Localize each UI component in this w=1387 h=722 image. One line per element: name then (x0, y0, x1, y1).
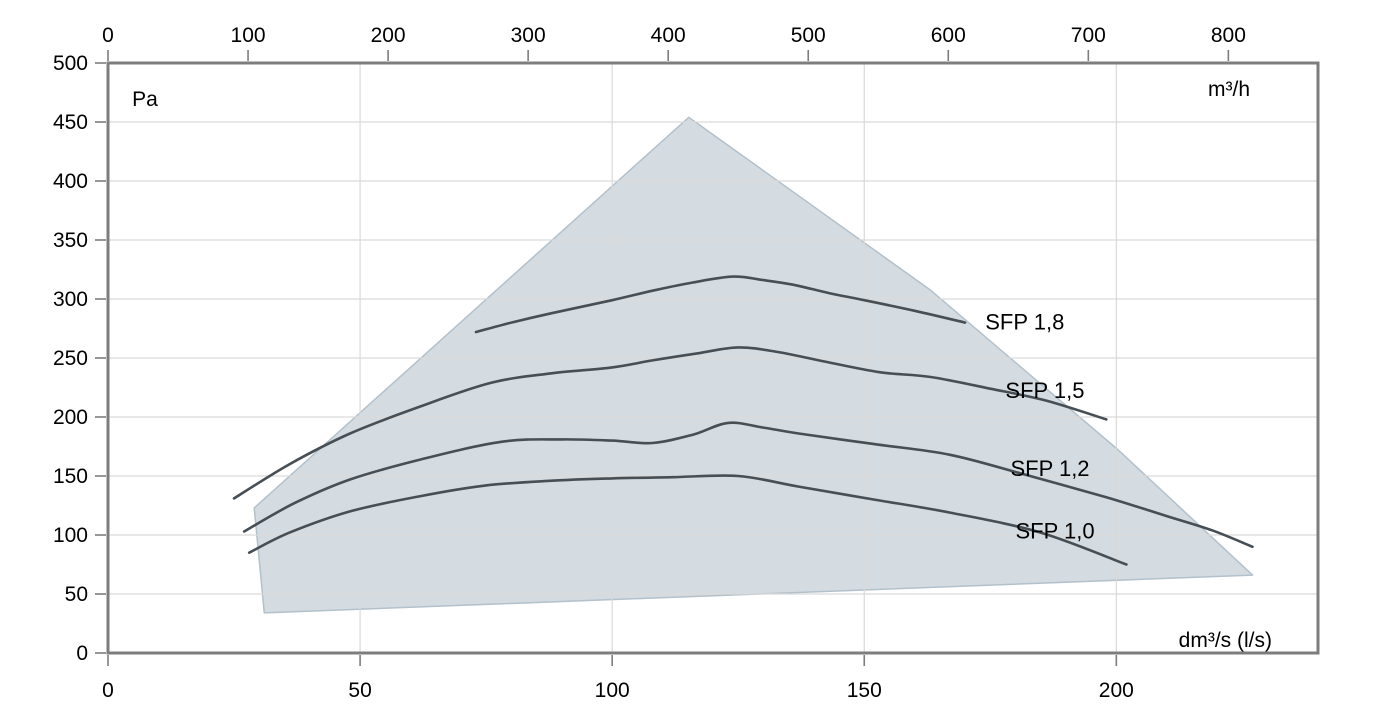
bottom-axis-tick-label-200: 200 (1099, 679, 1134, 702)
bottom-axis-tick-label-50: 50 (348, 679, 371, 702)
y-axis-tick-label-100: 100 (53, 524, 88, 547)
bottom-axis-unit-label: dm³/s (l/s) (1179, 629, 1272, 652)
top-axis-tick-label-400: 400 (651, 24, 686, 47)
operating-envelope (253, 116, 1254, 614)
top-axis-tick-label-100: 100 (231, 24, 266, 47)
curve-label-sfp-1-5: SFP 1,5 (1005, 378, 1084, 403)
bottom-axis-tick-label-100: 100 (595, 679, 630, 702)
top-axis-tick-label-700: 700 (1071, 24, 1106, 47)
y-axis-tick-label-300: 300 (53, 288, 88, 311)
curve-sfp-1-2 (242, 421, 1254, 549)
y-axis-tick-label-400: 400 (53, 170, 88, 193)
curve-sfp-1-5 (232, 346, 1108, 500)
curve-label-sfp-1-2: SFP 1,2 (1010, 456, 1089, 481)
series-layer: SFP 1,8 SFP 1,5 SFP 1,2 SFP 1,0 (232, 275, 1254, 566)
envelope-layer (253, 116, 1254, 614)
plot-border (106, 61, 1320, 655)
top-axis-tick-label-0: 0 (102, 24, 114, 47)
bottom-axis-tick-label-150: 150 (847, 679, 882, 702)
top-axis-unit-label: m³/h (1208, 78, 1250, 101)
axes-layer: 0 100 200 300 400 500 600 700 800 0 50 100 150 200 0 50… (53, 24, 1272, 702)
y-axis-tick-label-150: 150 (53, 465, 88, 488)
grid-layer (108, 63, 1318, 653)
y-axis-tick-label-500: 500 (53, 52, 88, 75)
curve-label-sfp-1-8: SFP 1,8 (985, 310, 1064, 335)
y-axis-tick-label-50: 50 (65, 583, 88, 606)
y-axis-tick-label-250: 250 (53, 347, 88, 370)
curve-label-sfp-1-0: SFP 1,0 (1016, 519, 1095, 544)
top-axis-tick-label-500: 500 (791, 24, 826, 47)
y-axis-tick-label-350: 350 (53, 229, 88, 252)
top-axis-tick-label-800: 800 (1211, 24, 1246, 47)
curve-sfp-1-8 (474, 275, 967, 334)
top-axis-tick-label-300: 300 (511, 24, 546, 47)
top-axis-tick-label-200: 200 (371, 24, 406, 47)
bottom-axis-tick-label-0: 0 (102, 679, 114, 702)
y-axis-tick-label-450: 450 (53, 111, 88, 134)
curve-sfp-1-0 (247, 474, 1128, 566)
y-axis-unit-label: Pa (132, 88, 158, 111)
top-axis-tick-label-600: 600 (931, 24, 966, 47)
y-axis-tick-label-0: 0 (76, 642, 88, 665)
y-axis-tick-label-200: 200 (53, 406, 88, 429)
